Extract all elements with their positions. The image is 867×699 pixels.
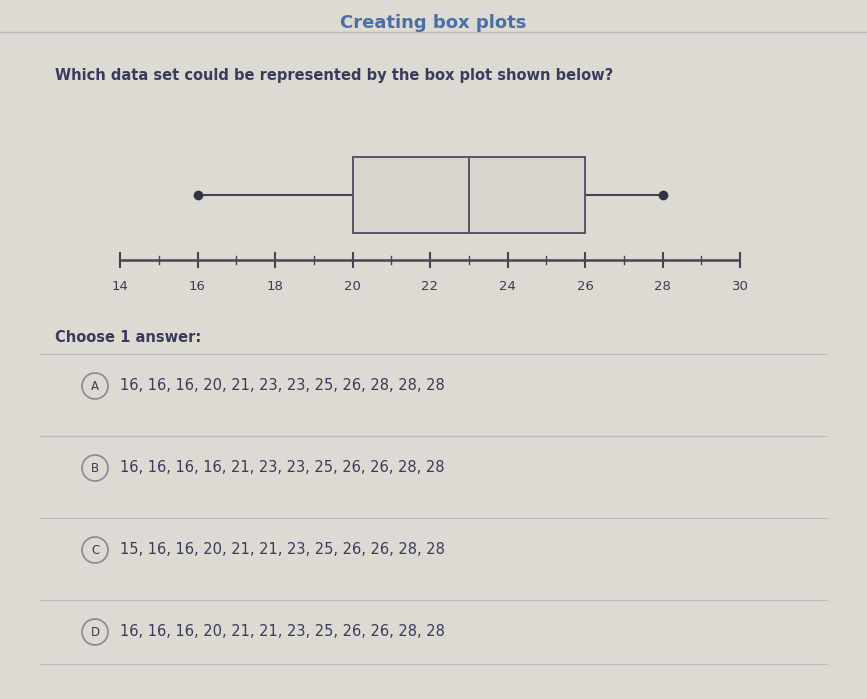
Text: Creating box plots: Creating box plots: [341, 14, 526, 32]
Text: 15, 16, 16, 20, 21, 21, 23, 25, 26, 26, 28, 28: 15, 16, 16, 20, 21, 21, 23, 25, 26, 26, …: [120, 542, 445, 558]
Text: 26: 26: [577, 280, 593, 293]
Text: Choose 1 answer:: Choose 1 answer:: [55, 330, 201, 345]
Text: 22: 22: [421, 280, 439, 293]
Text: 20: 20: [344, 280, 361, 293]
Text: 16, 16, 16, 20, 21, 23, 23, 25, 26, 28, 28, 28: 16, 16, 16, 20, 21, 23, 23, 25, 26, 28, …: [120, 378, 445, 394]
Text: 16: 16: [189, 280, 206, 293]
Text: Which data set could be represented by the box plot shown below?: Which data set could be represented by t…: [55, 68, 613, 83]
Bar: [353, 157, 585, 233]
Text: 24: 24: [499, 280, 516, 293]
Text: 30: 30: [732, 280, 748, 293]
Text: D: D: [90, 626, 100, 638]
Text: 18: 18: [266, 280, 284, 293]
Text: 16, 16, 16, 20, 21, 21, 23, 25, 26, 26, 28, 28: 16, 16, 16, 20, 21, 21, 23, 25, 26, 26, …: [120, 624, 445, 640]
Text: A: A: [91, 380, 99, 393]
Text: B: B: [91, 461, 99, 475]
Text: 16, 16, 16, 16, 21, 23, 23, 25, 26, 26, 28, 28: 16, 16, 16, 16, 21, 23, 23, 25, 26, 26, …: [120, 461, 445, 475]
Text: C: C: [91, 544, 99, 556]
Text: 28: 28: [654, 280, 671, 293]
Text: 14: 14: [112, 280, 128, 293]
